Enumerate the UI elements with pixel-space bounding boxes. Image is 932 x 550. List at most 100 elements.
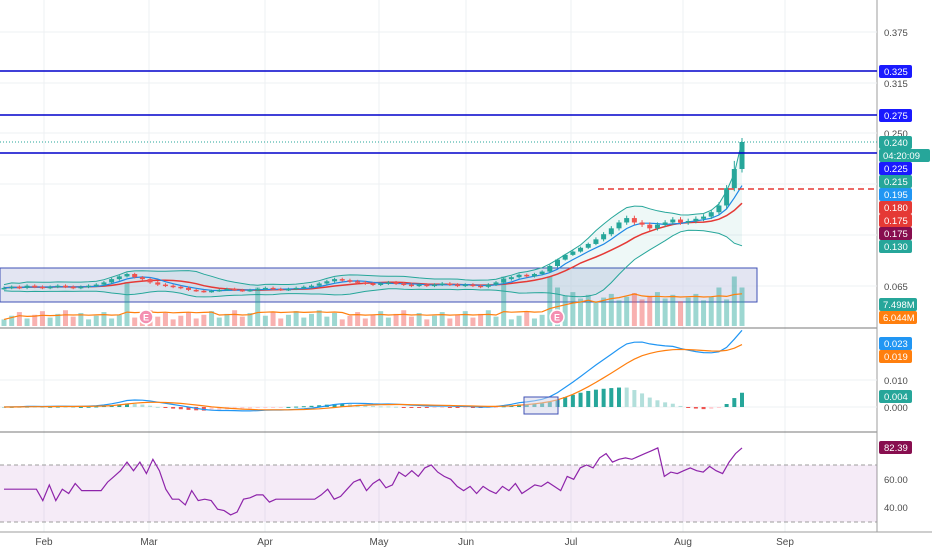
- candle[interactable]: [654, 224, 660, 229]
- candle[interactable]: [701, 216, 707, 219]
- candle[interactable]: [178, 286, 184, 289]
- candle[interactable]: [247, 289, 253, 292]
- candle[interactable]: [109, 279, 115, 283]
- candle[interactable]: [370, 283, 376, 286]
- candle[interactable]: [232, 289, 238, 291]
- bollinger-upper-band[interactable]: [3, 140, 743, 286]
- candle[interactable]: [255, 289, 261, 291]
- candle[interactable]: [309, 285, 314, 288]
- candle[interactable]: [209, 290, 215, 293]
- candle[interactable]: [316, 283, 322, 286]
- candle[interactable]: [124, 274, 130, 277]
- candle[interactable]: [685, 221, 691, 223]
- candle[interactable]: [631, 218, 637, 223]
- candle[interactable]: [301, 286, 307, 289]
- candle[interactable]: [70, 286, 76, 289]
- candle[interactable]: [439, 283, 445, 286]
- candle[interactable]: [585, 243, 591, 248]
- candle[interactable]: [155, 282, 161, 285]
- candle[interactable]: [39, 286, 45, 289]
- candle[interactable]: [416, 284, 422, 287]
- candle[interactable]: [501, 279, 507, 283]
- candle[interactable]: [63, 285, 68, 288]
- candle[interactable]: [47, 286, 53, 289]
- rsi-pane[interactable]: [0, 447, 877, 523]
- volume-moving-average[interactable]: [3, 293, 743, 320]
- candle[interactable]: [616, 222, 622, 229]
- candle[interactable]: [485, 284, 491, 287]
- candle[interactable]: [393, 282, 399, 284]
- candle[interactable]: [16, 286, 22, 289]
- price-axis[interactable]: 0.375 0.315 0.250 0.065 0.010 0.000 60.0…: [884, 28, 908, 514]
- candle[interactable]: [562, 254, 568, 260]
- candle[interactable]: [401, 283, 407, 286]
- candle[interactable]: [170, 285, 176, 288]
- candle[interactable]: [593, 239, 599, 244]
- candle[interactable]: [516, 274, 522, 278]
- candle[interactable]: [239, 289, 245, 292]
- candle[interactable]: [385, 282, 391, 284]
- candle[interactable]: [147, 279, 153, 283]
- candle[interactable]: [693, 218, 699, 221]
- candle[interactable]: [339, 279, 345, 281]
- candle[interactable]: [478, 285, 484, 288]
- candle[interactable]: [32, 285, 38, 288]
- candle[interactable]: [224, 289, 230, 291]
- candle[interactable]: [601, 234, 607, 240]
- candle[interactable]: [547, 266, 553, 272]
- candle[interactable]: [293, 287, 299, 290]
- candle[interactable]: [447, 283, 453, 286]
- candle[interactable]: [731, 169, 737, 189]
- candle[interactable]: [432, 284, 437, 287]
- time-axis[interactable]: Feb Mar Apr May Jun Jul Aug Sep: [35, 537, 794, 548]
- candle[interactable]: [678, 219, 683, 223]
- candle[interactable]: [355, 281, 361, 283]
- candle[interactable]: [424, 284, 430, 287]
- rsi-line[interactable]: [4, 447, 743, 516]
- macd-line[interactable]: [3, 329, 743, 412]
- candle[interactable]: [555, 259, 560, 266]
- candle[interactable]: [647, 224, 653, 229]
- bollinger-lower-band[interactable]: [3, 229, 743, 298]
- candle[interactable]: [493, 282, 499, 285]
- candle[interactable]: [462, 284, 468, 287]
- candle[interactable]: [24, 285, 30, 288]
- candle[interactable]: [55, 285, 61, 288]
- earnings-event-marker[interactable]: E: [138, 309, 154, 325]
- candle[interactable]: [116, 276, 122, 280]
- candle[interactable]: [324, 281, 330, 284]
- earnings-event-marker[interactable]: E: [549, 309, 565, 325]
- candle[interactable]: [347, 280, 353, 282]
- candle[interactable]: [86, 285, 92, 288]
- candle[interactable]: [9, 286, 15, 289]
- candle[interactable]: [724, 188, 730, 206]
- candle[interactable]: [285, 289, 291, 291]
- candle[interactable]: [378, 283, 384, 286]
- candle[interactable]: [570, 251, 576, 255]
- candle[interactable]: [201, 290, 207, 293]
- candle[interactable]: [739, 142, 745, 169]
- candle[interactable]: [332, 279, 338, 282]
- candle[interactable]: [193, 289, 199, 292]
- candle[interactable]: [139, 277, 145, 280]
- candle[interactable]: [716, 205, 722, 213]
- candle[interactable]: [132, 274, 138, 278]
- candle[interactable]: [524, 274, 530, 277]
- candle[interactable]: [639, 222, 645, 225]
- candle[interactable]: [78, 286, 84, 289]
- candle[interactable]: [101, 282, 107, 285]
- candle[interactable]: [662, 222, 668, 225]
- candle[interactable]: [278, 289, 284, 291]
- candle[interactable]: [262, 287, 268, 290]
- candle[interactable]: [470, 284, 476, 287]
- consolidation-box[interactable]: [0, 267, 758, 303]
- candle[interactable]: [531, 274, 537, 277]
- candle[interactable]: [578, 247, 584, 252]
- macd-signal-line[interactable]: [4, 344, 743, 411]
- price-pane[interactable]: E E: [0, 31, 877, 326]
- candle[interactable]: [608, 228, 614, 235]
- candle[interactable]: [708, 212, 714, 217]
- candle[interactable]: [270, 287, 276, 290]
- candle[interactable]: [455, 284, 461, 287]
